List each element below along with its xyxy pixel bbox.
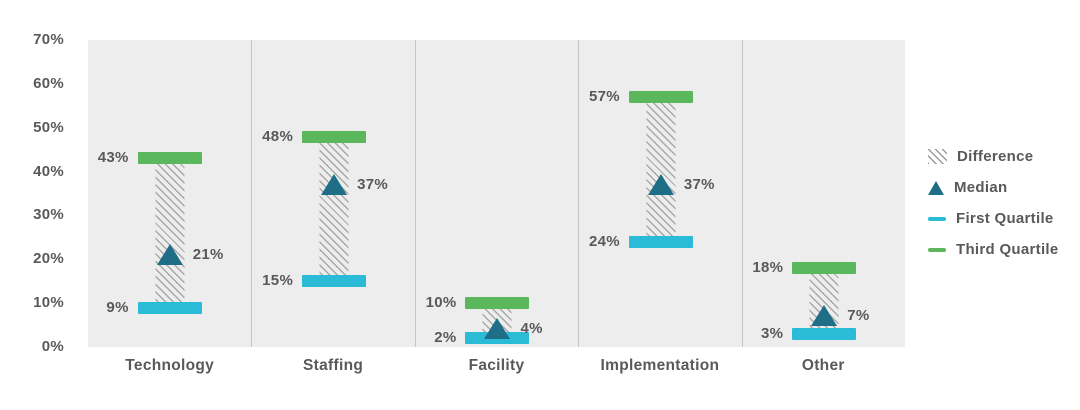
- third-quartile-value-label: 57%: [588, 88, 620, 106]
- first-quartile-bar: [137, 301, 202, 314]
- category-column: 48% 15% 37%: [251, 40, 415, 347]
- legend-label: Median: [954, 179, 1008, 196]
- y-axis-tick-label: 10%: [33, 294, 64, 312]
- legend-label: Third Quartile: [956, 241, 1059, 258]
- legend-item: Median: [928, 178, 1059, 197]
- median-value-label: 7%: [847, 307, 870, 325]
- y-axis-tick-label: 60%: [33, 74, 64, 92]
- dash-icon: [928, 216, 946, 221]
- third-quartile-bar: [628, 91, 693, 104]
- median-value-label: 37%: [357, 175, 389, 193]
- legend-label: First Quartile: [956, 210, 1054, 227]
- median-triangle: [484, 318, 511, 340]
- first-quartile-value-label: 3%: [761, 324, 784, 342]
- dash-icon: [928, 247, 946, 252]
- median-triangle: [811, 305, 838, 327]
- first-quartile-value-label: 2%: [434, 329, 457, 347]
- category-column: 57% 24% 37%: [578, 40, 742, 347]
- y-axis-tick-label: 0%: [41, 338, 64, 355]
- third-quartile-bar: [302, 130, 367, 143]
- category-label: Staffing: [303, 357, 364, 374]
- y-axis-tick-label: 40%: [33, 162, 64, 180]
- third-quartile-bar: [465, 297, 530, 310]
- difference-band: [155, 158, 185, 308]
- legend-item: First Quartile: [928, 209, 1059, 228]
- third-quartile-value-label: 10%: [425, 294, 457, 312]
- category-label: Other: [801, 357, 845, 374]
- y-axis-tick-label: 70%: [33, 31, 64, 48]
- legend-item: Third Quartile: [928, 240, 1059, 259]
- median-triangle: [321, 173, 348, 195]
- y-axis-tick-label: 30%: [33, 206, 64, 224]
- third-quartile-bar: [137, 152, 202, 165]
- category-column: 43% 9% 21%: [88, 40, 251, 347]
- third-quartile-value-label: 18%: [752, 259, 784, 277]
- category-label: Technology: [125, 357, 215, 374]
- median-value-label: 4%: [520, 320, 543, 338]
- median-value-label: 37%: [683, 175, 715, 193]
- x-axis: Technology Staffing Facility Implementation…: [88, 357, 905, 379]
- median-triangle: [156, 243, 183, 265]
- y-axis: 0% 10% 20% 30% 40% 50% 60% 70%: [0, 32, 76, 355]
- median-triangle: [647, 173, 674, 195]
- difference-band: [319, 136, 349, 282]
- third-quartile-value-label: 48%: [262, 127, 294, 145]
- category-label: Facility: [468, 357, 525, 374]
- category-column: 18% 3% 7%: [741, 40, 906, 347]
- hatch-swatch-icon: [928, 149, 947, 164]
- chart-plot: 43% 9% 21% 48% 15% 37% 10% 2% 4% 57% 24% 37% 18% 3% 7%: [88, 40, 905, 347]
- legend-label: Difference: [957, 148, 1034, 165]
- first-quartile-bar: [792, 327, 857, 340]
- median-value-label: 21%: [192, 245, 224, 263]
- first-quartile-bar: [628, 235, 693, 248]
- third-quartile-bar: [792, 262, 857, 275]
- first-quartile-value-label: 15%: [262, 272, 294, 290]
- category-label: Implementation: [600, 357, 720, 374]
- third-quartile-value-label: 43%: [97, 149, 129, 167]
- triangle-icon: [928, 180, 944, 195]
- y-axis-tick-label: 20%: [33, 250, 64, 268]
- category-column: 10% 2% 4%: [414, 40, 579, 347]
- first-quartile-value-label: 9%: [106, 298, 129, 316]
- y-axis-tick-label: 50%: [33, 118, 64, 136]
- first-quartile-bar: [302, 275, 367, 288]
- legend: Difference Median First Quartile Third Quar…: [928, 147, 1059, 259]
- first-quartile-value-label: 24%: [588, 232, 620, 250]
- difference-band: [646, 97, 676, 242]
- legend-item: Difference: [928, 147, 1059, 166]
